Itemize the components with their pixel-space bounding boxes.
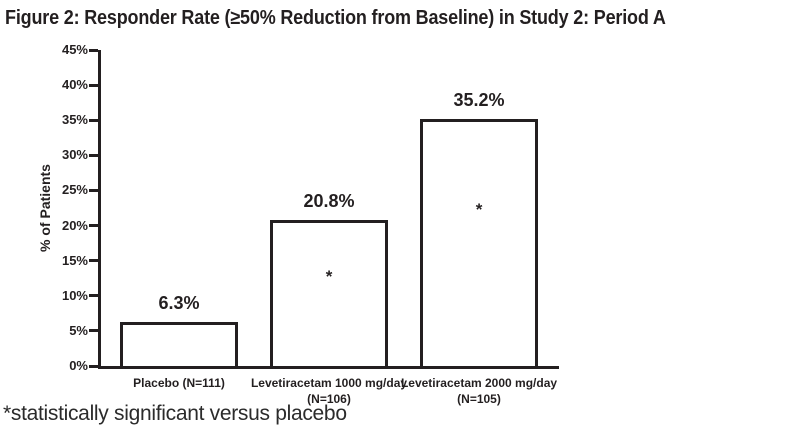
footnote: *statistically significant versus placeb…: [3, 402, 347, 425]
y-tick-mark: [89, 224, 98, 228]
bar-2: [270, 220, 388, 369]
y-tick-label: 40%: [61, 77, 88, 93]
y-tick-label: 20%: [61, 217, 88, 233]
y-tick-mark: [89, 188, 98, 192]
y-tick-label: 15%: [61, 252, 88, 268]
y-tick-mark: [89, 83, 98, 87]
significance-asterisk: *: [325, 267, 333, 287]
x-category-label: Levetiracetam 2000 mg/day (N=105): [400, 376, 558, 407]
y-tick-mark: [89, 294, 98, 298]
y-tick-label: 10%: [61, 287, 88, 303]
significance-asterisk: *: [475, 199, 483, 219]
bar-value-label: 20.8%: [303, 191, 355, 211]
y-tick-label: 35%: [61, 112, 88, 128]
bar-1: [120, 322, 238, 369]
y-tick-mark: [89, 364, 98, 368]
bar-value-label: 35.2%: [453, 90, 505, 110]
y-tick-mark: [89, 118, 98, 122]
y-tick-mark: [89, 329, 98, 333]
y-axis-label: % of Patients: [37, 164, 53, 252]
y-tick-mark: [89, 153, 98, 157]
y-axis-line: [98, 50, 101, 369]
y-tick-label: 5%: [69, 322, 88, 338]
y-tick-label: 45%: [61, 42, 88, 57]
y-tick-label: 25%: [61, 182, 88, 198]
bar-value-label: 6.3%: [158, 293, 200, 313]
y-tick-label: 30%: [61, 147, 88, 163]
x-category-label: Levetiracetam 1000 mg/day (N=106): [250, 376, 408, 407]
y-tick-mark: [89, 259, 98, 263]
y-tick-label: 0%: [69, 358, 88, 373]
bar-3: [420, 119, 538, 369]
figure-title: Figure 2: Responder Rate (≥50% Reduction…: [5, 7, 666, 29]
y-tick-mark: [89, 48, 98, 52]
x-category-label: Placebo (N=111): [133, 376, 225, 390]
